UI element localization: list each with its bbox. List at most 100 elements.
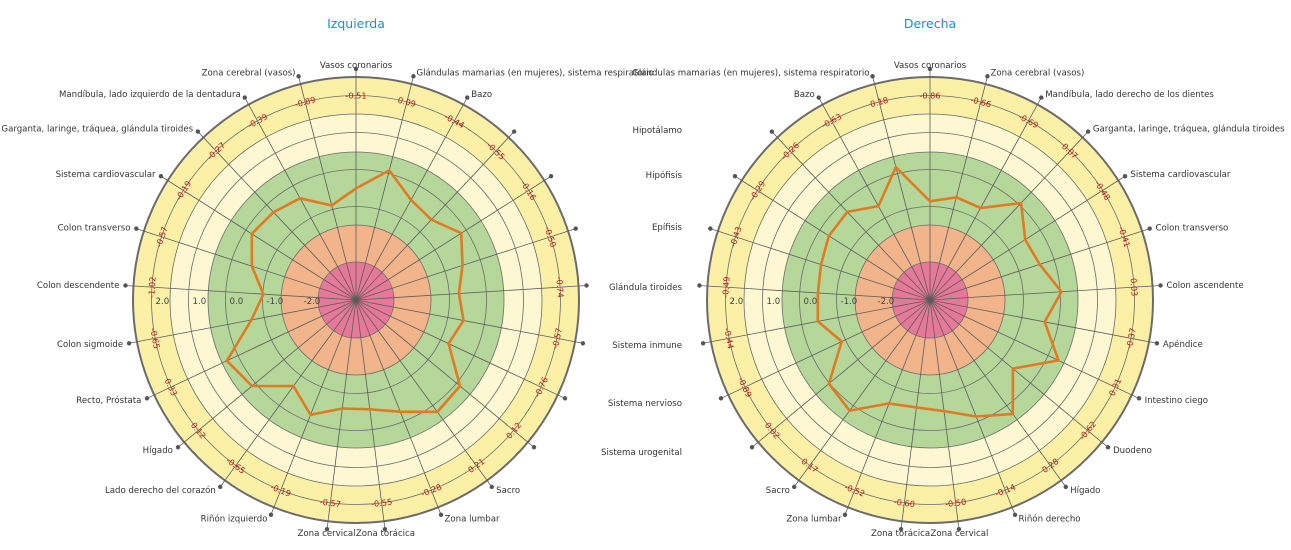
category-label: Sacro [766, 486, 790, 496]
category-label: Bazo [794, 90, 815, 100]
data-series-line [225, 168, 465, 417]
category-label: Zona lumbar [445, 514, 501, 524]
spoke [136, 299, 357, 343]
data-value-label: -0.74 [554, 276, 565, 298]
spoke-end-dot [296, 74, 301, 79]
category-label: Colon ascendente [1167, 281, 1244, 291]
category-label: Zona cerebral (vasos) [990, 68, 1084, 78]
spoke [929, 285, 1153, 301]
spoke [798, 299, 931, 481]
spoke-end-dot [158, 174, 164, 179]
spoke-end-dot [531, 445, 537, 450]
spoke-end-dot [411, 74, 416, 79]
spoke [154, 299, 357, 396]
spoke-end-dot [175, 445, 181, 450]
spoke-end-dot [1154, 341, 1160, 346]
spoke-end-dot [218, 484, 223, 490]
category-label: Sistema cardiovascular [56, 170, 156, 180]
spoke [757, 299, 931, 443]
category-label: Glándulas mamarias (en mujeres), sistema… [632, 68, 869, 78]
ring-tick-label: 2.0 [730, 297, 744, 307]
ring-tick-label: -1.0 [841, 297, 858, 307]
spoke-end-dot [870, 74, 875, 79]
spoke [929, 299, 1062, 481]
category-label: Zona torácica [356, 529, 415, 539]
category-label: Zona cervical [298, 529, 356, 539]
spoke-end-dot [438, 512, 444, 517]
category-label: Riñón derecho [1019, 513, 1081, 524]
spoke-end-dot [1085, 129, 1091, 134]
spoke-end-dot [580, 341, 586, 346]
category-label: Garganta, laringe, tráquea, glándula tir… [1, 125, 193, 135]
spoke [224, 299, 357, 481]
data-series-line [816, 164, 1063, 418]
data-value-label: -0.51 [345, 91, 366, 101]
category-label: Vasos coronarios [894, 61, 967, 71]
spoke-end-dot [195, 129, 201, 134]
spoke-end-dot [985, 74, 990, 79]
ring-tick-label: 2.0 [156, 297, 170, 307]
spoke [355, 299, 439, 508]
chart-title: Derecha [904, 16, 956, 31]
spoke-end-dot [382, 526, 388, 532]
spoke-end-dot [769, 129, 775, 134]
right-radar-chart: Vasos coronarios -0.86 Zona cerebral (vaso… [632, 16, 1285, 539]
middle-label: Glándula tiroides [609, 283, 683, 293]
spoke-end-dot [123, 283, 128, 288]
spoke-end-dot [1039, 95, 1044, 100]
data-value-label: -0.60 [893, 497, 915, 510]
ring-tick-label: 0.0 [804, 297, 818, 307]
middle-label: Epífisis [652, 223, 683, 233]
middle-label-column: Hipotálamo Hipófisis Epífisis Glándula tiro… [601, 126, 683, 458]
spoke-end-dot [1012, 512, 1018, 517]
spoke [777, 137, 931, 301]
data-value-label: -0.50 [944, 497, 966, 510]
spoke-end-dot [126, 341, 132, 346]
category-label: Colon descendente [37, 281, 120, 291]
category-label: Zona cerebral (vasos) [202, 68, 296, 78]
category-label: Sacro [496, 486, 520, 496]
category-label: Hígado [143, 446, 173, 456]
category-label: Sistema cardiovascular [1130, 170, 1230, 180]
spoke-end-dot [927, 66, 933, 72]
spoke-end-dot [144, 396, 150, 401]
spoke [929, 104, 1038, 301]
spoke-end-dot [956, 526, 962, 532]
spoke [355, 299, 488, 481]
category-label: Mandíbula, lado izquierdo de la dentadur… [59, 90, 241, 100]
spoke [143, 230, 357, 301]
category-label: Apéndice [1163, 339, 1203, 350]
category-label: Zona cervical [930, 529, 988, 539]
spoke-end-dot [700, 341, 706, 346]
category-label: Riñón izquierdo [201, 513, 268, 524]
data-value-label: -0.86 [919, 91, 940, 101]
spoke [929, 299, 1103, 443]
spoke-end-dot [465, 95, 470, 100]
data-value-label: -1.02 [146, 276, 157, 298]
data-value-label: -0.57 [319, 497, 341, 510]
ring-tick-label: 1.0 [767, 297, 781, 307]
data-value-label: -0.55 [370, 497, 392, 510]
spoke [327, 299, 357, 522]
ring-tick-label: -1.0 [267, 297, 284, 307]
spoke [355, 299, 576, 343]
data-value-label: 0.18 [869, 95, 889, 109]
spoke-end-dot [898, 526, 904, 532]
middle-label: Hipotálamo [633, 126, 682, 136]
spoke-end-dot [573, 226, 578, 231]
data-value-label: -0.37 [1124, 327, 1138, 350]
spoke [741, 180, 931, 301]
spoke-end-dot [562, 396, 568, 401]
spoke-end-dot [548, 174, 554, 179]
ring-tick-label: -2.0 [878, 297, 895, 307]
spoke [929, 83, 986, 301]
ring-tick-label: -2.0 [304, 297, 321, 307]
spoke [133, 285, 357, 301]
middle-label: Sistema inmune [612, 341, 682, 351]
spoke [355, 299, 558, 396]
middle-label: Sistema urogenital [601, 448, 682, 458]
spoke [273, 299, 357, 508]
category-label: Colon sigmoide [57, 340, 123, 350]
category-label: Intestino ciego [1145, 396, 1208, 406]
